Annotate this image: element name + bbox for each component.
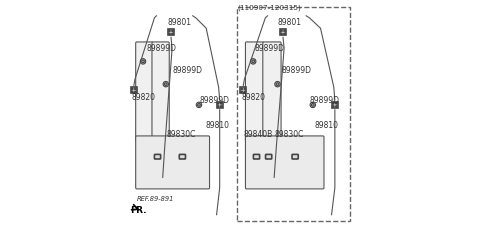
Circle shape bbox=[241, 92, 242, 93]
Text: 89899D: 89899D bbox=[200, 95, 229, 104]
Circle shape bbox=[221, 103, 222, 105]
Text: 89830C: 89830C bbox=[167, 129, 196, 138]
Circle shape bbox=[312, 104, 314, 107]
Circle shape bbox=[281, 34, 282, 35]
Text: 89801: 89801 bbox=[168, 18, 192, 27]
FancyBboxPatch shape bbox=[280, 30, 286, 36]
FancyBboxPatch shape bbox=[263, 43, 281, 142]
Text: (110907-120315): (110907-120315) bbox=[237, 4, 301, 11]
Circle shape bbox=[221, 106, 222, 108]
Circle shape bbox=[169, 34, 170, 35]
Text: FR.: FR. bbox=[130, 205, 146, 214]
Text: 89899D: 89899D bbox=[172, 66, 203, 75]
Circle shape bbox=[135, 89, 136, 90]
Circle shape bbox=[252, 61, 254, 64]
Text: 89810: 89810 bbox=[314, 120, 338, 129]
FancyBboxPatch shape bbox=[253, 155, 260, 159]
FancyBboxPatch shape bbox=[245, 136, 324, 189]
FancyBboxPatch shape bbox=[155, 155, 161, 159]
Circle shape bbox=[172, 34, 173, 35]
FancyBboxPatch shape bbox=[217, 103, 223, 108]
Text: 89899D: 89899D bbox=[254, 44, 285, 53]
Text: 89899D: 89899D bbox=[282, 66, 312, 75]
Circle shape bbox=[284, 34, 285, 35]
FancyBboxPatch shape bbox=[131, 88, 137, 94]
FancyBboxPatch shape bbox=[152, 43, 169, 142]
Circle shape bbox=[135, 92, 136, 93]
FancyBboxPatch shape bbox=[240, 88, 246, 94]
Circle shape bbox=[284, 31, 285, 32]
FancyBboxPatch shape bbox=[136, 43, 153, 142]
Circle shape bbox=[169, 31, 170, 32]
Circle shape bbox=[244, 89, 245, 90]
Text: 89899D: 89899D bbox=[310, 95, 340, 104]
Circle shape bbox=[276, 84, 279, 86]
Circle shape bbox=[198, 104, 200, 107]
Text: 89801: 89801 bbox=[277, 18, 301, 27]
FancyBboxPatch shape bbox=[245, 43, 264, 142]
Text: 89820: 89820 bbox=[241, 93, 265, 102]
Circle shape bbox=[336, 103, 337, 105]
Circle shape bbox=[132, 89, 133, 90]
Circle shape bbox=[132, 92, 133, 93]
Circle shape bbox=[217, 106, 219, 108]
Circle shape bbox=[172, 31, 173, 32]
Circle shape bbox=[163, 82, 168, 87]
Circle shape bbox=[140, 59, 146, 65]
Circle shape bbox=[165, 84, 167, 86]
Circle shape bbox=[241, 89, 242, 90]
Text: 89899D: 89899D bbox=[146, 44, 177, 53]
Circle shape bbox=[333, 103, 334, 105]
FancyBboxPatch shape bbox=[292, 155, 298, 159]
FancyBboxPatch shape bbox=[332, 103, 338, 108]
Circle shape bbox=[142, 61, 144, 64]
Circle shape bbox=[281, 31, 282, 32]
Circle shape bbox=[217, 103, 219, 105]
Circle shape bbox=[196, 103, 202, 108]
Circle shape bbox=[244, 92, 245, 93]
FancyBboxPatch shape bbox=[265, 155, 272, 159]
Circle shape bbox=[336, 106, 337, 108]
Circle shape bbox=[275, 82, 280, 87]
Text: 89820: 89820 bbox=[132, 93, 156, 102]
Text: 89840B: 89840B bbox=[243, 129, 273, 138]
Circle shape bbox=[333, 106, 334, 108]
Text: REF.89-891: REF.89-891 bbox=[136, 195, 174, 201]
Circle shape bbox=[310, 103, 315, 108]
Text: 89830C: 89830C bbox=[275, 129, 304, 138]
Text: 89810: 89810 bbox=[205, 120, 229, 129]
FancyBboxPatch shape bbox=[180, 155, 185, 159]
FancyBboxPatch shape bbox=[136, 136, 210, 189]
FancyBboxPatch shape bbox=[168, 30, 174, 36]
Circle shape bbox=[251, 59, 256, 65]
